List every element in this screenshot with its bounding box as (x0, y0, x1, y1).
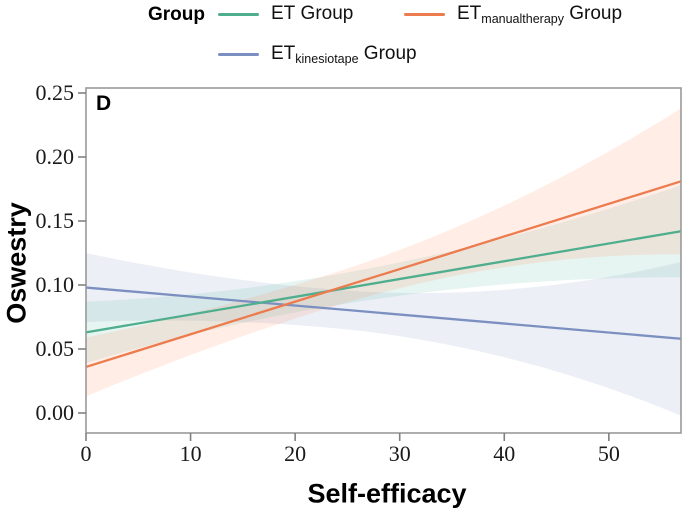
panel-background (86, 88, 681, 433)
legend-label-et-suffix: Group (295, 3, 354, 24)
legend-label-kinesiotape: ETkinesiotape Group (271, 43, 417, 66)
legend-label-manualtherapy: ETmanualtherapy Group (457, 3, 622, 26)
x-tick-label: 30 (389, 441, 411, 466)
y-tick-label: 0.15 (36, 208, 75, 233)
panel-label: D (96, 92, 112, 115)
legend-item-manualtherapy: ETmanualtherapy Group (404, 3, 622, 26)
legend-title: Group (148, 4, 205, 25)
y-tick-label: 0.05 (36, 336, 75, 361)
legend-label-manualtherapy-subscript: manualtherapy (481, 12, 564, 26)
y-axis-title: Oswestry (1, 202, 32, 324)
y-tick-label: 0.20 (36, 144, 75, 169)
regression-line-et (85, 230, 682, 334)
x-tick-label: 50 (598, 441, 620, 466)
legend-item-kinesiotape: ETkinesiotape Group (218, 43, 417, 66)
legend-label-et-base: ET (271, 3, 296, 24)
legend-swatch-kinesiotape (218, 53, 259, 56)
legend-label-kinesiotape-base: ET (271, 43, 296, 64)
legend-swatch-et (218, 13, 259, 16)
x-tick-label: 20 (284, 441, 306, 466)
regression-line-kinesiotape (85, 286, 682, 340)
ci-band-kinesiotape (86, 253, 681, 416)
x-axis-title: Self-efficacy (307, 478, 467, 509)
regression-line-manualtherapy (85, 180, 682, 369)
legend-swatch-manualtherapy (404, 13, 445, 16)
y-tick-label: 0.25 (36, 80, 75, 105)
legend-label-kinesiotape-suffix: Group (358, 43, 417, 64)
x-tick-label: 0 (81, 441, 92, 466)
y-tick-label: 0.00 (36, 400, 75, 425)
y-tick-label: 0.10 (36, 272, 75, 297)
ci-band-manualtherapy (86, 108, 681, 397)
legend-label-et: ET Group (271, 3, 353, 26)
x-tick-label: 10 (180, 441, 202, 466)
legend-label-manualtherapy-base: ET (457, 3, 482, 24)
x-tick-label: 40 (493, 441, 515, 466)
legend-item-et: ET Group (218, 3, 353, 26)
panel-border (85, 87, 682, 434)
legend-label-kinesiotape-subscript: kinesiotape (295, 52, 359, 66)
legend-label-manualtherapy-suffix: Group (563, 3, 623, 24)
